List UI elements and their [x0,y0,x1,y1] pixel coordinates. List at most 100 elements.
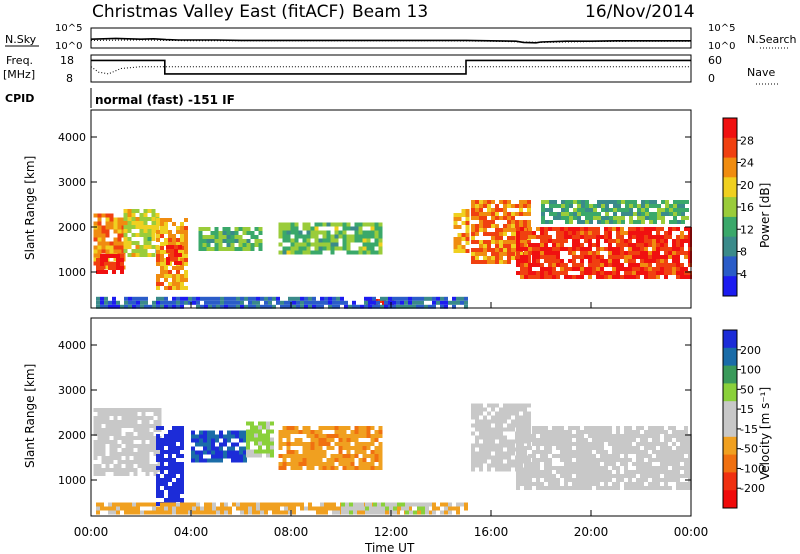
heatmap-cell [374,242,379,247]
heatmap-cell [176,490,180,494]
heatmap-cell [608,275,612,279]
heatmap-cell [672,466,676,470]
heatmap-cell [600,430,604,434]
heatmap-cell [532,247,536,251]
heatmap-cell [515,212,519,216]
heatmap-cell [378,226,383,231]
heatmap-cell [113,464,118,468]
heatmap-cell [258,453,262,458]
heatmap-cell [176,454,180,458]
heatmap-cell [519,208,523,212]
heatmap-cell [532,454,536,458]
heatmap-cell [314,458,319,462]
heatmap-cell [378,246,383,251]
heatmap-cell [536,426,540,430]
nave-series [90,66,691,75]
heatmap-cell [528,227,532,231]
heatmap-cell [97,428,102,432]
heatmap-cell [370,250,375,255]
heatmap-cell [516,227,520,231]
heatmap-cell [425,506,429,511]
heatmap-cell [585,220,589,224]
heatmap-cell [636,267,640,271]
heatmap-cell [334,430,339,434]
heatmap-cell [528,434,532,438]
heatmap-cell [685,200,689,204]
heatmap-cell [556,434,560,438]
heatmap-cell [374,438,379,442]
heatmap-cell [93,249,98,254]
heatmap-cell [320,304,324,309]
heatmap-cell [370,246,375,251]
heatmap-cell [156,454,160,458]
heatmap-cell [680,275,684,279]
heatmap-cell [174,257,178,261]
heatmap-cell [475,216,479,220]
heatmap-cell [624,454,628,458]
heatmap-cell [345,506,349,511]
heatmap-cell [660,426,664,430]
heatmap-cell [495,451,499,456]
heatmap-cell [123,233,128,237]
heatmap-cell [218,231,223,235]
heatmap-cell [199,458,203,463]
heatmap-cell [664,454,668,458]
heatmap-cell [592,434,596,438]
heatmap-cell [572,263,576,267]
heatmap-cell [97,416,102,420]
heatmap-cell [588,239,592,243]
heatmap-cell [495,443,499,448]
heatmap-cell [260,510,264,515]
heatmap-cell [230,239,235,243]
heatmap-cell [544,434,548,438]
heatmap-cell [668,263,672,267]
heatmap-cell [416,296,420,301]
heatmap-cell [127,245,132,249]
heatmap-cell [564,458,568,462]
heatmap-cell [362,238,367,243]
heatmap-cell [452,506,456,511]
heatmap-cell [392,300,396,305]
heatmap-cell [318,450,323,454]
heatmap-cell [147,241,152,245]
heatmap-cell [664,239,668,243]
heatmap-cell [460,502,464,507]
heatmap-cell [628,267,632,271]
heatmap-cell [409,510,413,515]
heatmap-cell [584,478,588,482]
heatmap-cell [270,437,274,442]
heatmap-cell [511,252,515,256]
heatmap-cell [465,213,470,217]
heatmap-cell [322,222,327,227]
heatmap-cell [272,510,276,515]
heatmap-cell [580,466,584,470]
heatmap-cell [499,443,503,448]
heatmap-cell [256,506,260,511]
heatmap-cell [180,470,184,474]
heatmap-cell [616,434,620,438]
heatmap-cell [553,212,557,216]
heatmap-cell [652,450,656,454]
heatmap-cell [549,204,553,208]
heatmap-cell [632,275,636,279]
heatmap-cell [334,238,339,243]
heatmap-cell [160,258,164,262]
heatmap-cell [202,247,207,251]
heatmap-cell [172,300,176,305]
heatmap-cell [378,442,383,446]
heatmap-cell [358,426,363,430]
heatmap-cell [425,510,429,515]
heatmap-cell [507,403,511,408]
heatmap-cell [180,304,184,309]
heatmap-cell [108,262,112,266]
heatmap-cell [564,434,568,438]
heatmap-cell [230,231,235,235]
heatmap-cell [616,442,620,446]
heatmap-cell [141,416,146,420]
noise-right-tick-top: 10^5 [708,23,735,34]
heatmap-cell [342,454,347,458]
heatmap-cell [656,486,660,490]
heatmap-cell [479,467,483,472]
heatmap-cell [629,208,633,212]
